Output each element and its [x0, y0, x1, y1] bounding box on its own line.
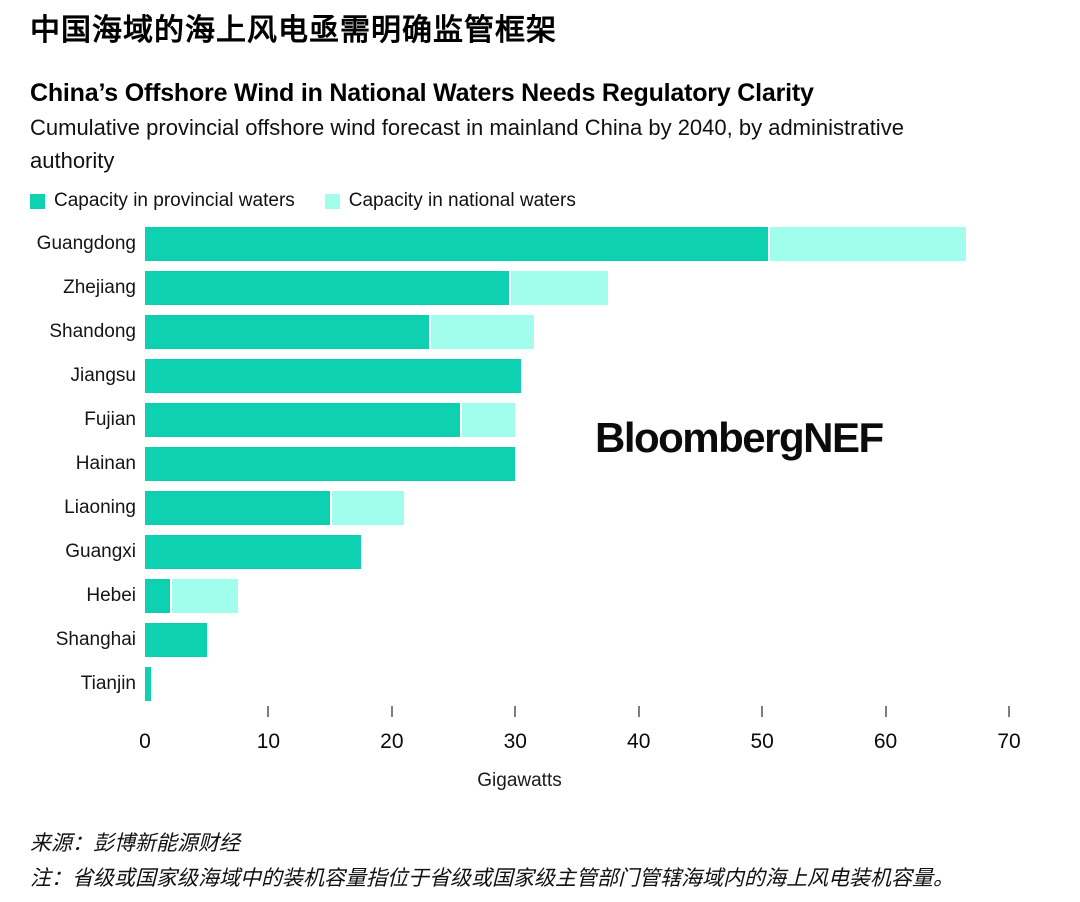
bar-segment-provincial — [145, 491, 331, 525]
bar-segment-provincial — [145, 271, 510, 305]
category-label: Jiangsu — [70, 365, 137, 386]
legend-item-national: Capacity in national waters — [324, 190, 576, 212]
bar-segment-national — [459, 403, 516, 437]
legend-swatch-national-icon — [324, 193, 340, 209]
bar-track — [145, 579, 1009, 613]
bar-row: Shandong — [30, 310, 1009, 354]
category-label: Fujian — [84, 409, 136, 430]
category-label: Shandong — [49, 321, 136, 342]
bar-segment-provincial — [145, 447, 516, 481]
bar-row: Guangxi — [30, 530, 1009, 574]
x-axis-title: Gigawatts — [477, 770, 562, 791]
bloombergnef-logo: BloombergNEF — [595, 414, 884, 461]
axis-tick-mark — [761, 706, 764, 717]
bar-segment-national — [330, 491, 405, 525]
chart-subtitle: Cumulative provincial offshore wind fore… — [30, 115, 904, 173]
bar-row: Fujian — [30, 398, 1009, 442]
bar-segment-provincial — [145, 227, 769, 261]
bar-segment-provincial — [145, 579, 170, 613]
axis-tick-mark — [884, 706, 887, 717]
x-axis: 0 10 20 30 40 50 60 70 — [139, 706, 1021, 764]
bar-chart: Guangdong Zhejiang Shandong Jiangsu Fujian Ha… — [30, 222, 1021, 792]
bar-track — [145, 403, 1009, 437]
bar-row: Shanghai — [30, 618, 1009, 662]
bar-row: Guangdong — [30, 222, 1009, 266]
bar-track — [145, 227, 1009, 261]
bar-segment-provincial — [145, 403, 460, 437]
bar-track — [145, 271, 1009, 305]
bar-segment-provincial — [145, 623, 207, 657]
category-label: Guangdong — [36, 233, 136, 254]
bar-segment-national — [428, 315, 534, 349]
axis-tick-mark — [390, 706, 393, 717]
category-label: Tianjin — [80, 673, 136, 694]
bar-segment-provincial — [145, 359, 522, 393]
category-label: Zhejiang — [63, 277, 136, 298]
bar-segment-provincial — [145, 535, 361, 569]
category-label: Shanghai — [55, 629, 136, 650]
bar-track — [145, 491, 1009, 525]
footer-notes: 来源：彭博新能源财经 注：省级或国家级海域中的装机容量指位于省级或国家级主管部门… — [30, 826, 1050, 896]
axis-tick-mark — [514, 706, 517, 717]
axis-tick-label: 70 — [997, 730, 1021, 753]
bar-track — [145, 623, 1009, 657]
bar-row: Zhejiang — [30, 266, 1009, 310]
category-label: Guangxi — [65, 541, 136, 562]
axis-tick-label: 10 — [256, 730, 281, 753]
axis-tick-mark — [637, 706, 640, 717]
axis-tick-label: 40 — [627, 730, 651, 753]
bar-row: Hebei — [30, 574, 1009, 618]
category-label: Liaoning — [64, 497, 136, 518]
axis-tick-label: 50 — [750, 730, 774, 753]
axis-tick-label: 20 — [380, 730, 404, 753]
bar-row: Jiangsu — [30, 354, 1009, 398]
axis-tick-label: 30 — [503, 730, 527, 753]
axis-tick-mark — [1008, 706, 1010, 717]
bar-segment-national — [509, 271, 608, 305]
chart-title: China’s Offshore Wind in National Waters… — [30, 79, 814, 107]
bar-track — [145, 315, 1009, 349]
bar-row: Liaoning — [30, 486, 1009, 530]
legend-label-provincial: Capacity in provincial waters — [54, 190, 295, 211]
bar-track — [145, 535, 1009, 569]
category-label: Hainan — [75, 453, 136, 474]
source-note: 来源：彭博新能源财经 — [30, 832, 240, 855]
axis-tick-mark — [267, 706, 270, 717]
definition-note: 注：省级或国家级海域中的装机容量指位于省级或国家级主管部门管辖海域内的海上风电装… — [30, 867, 954, 890]
bar-segment-provincial — [145, 667, 152, 701]
bar-segment-national — [169, 579, 238, 613]
bar-row: Hainan — [30, 442, 1009, 486]
bar-track — [145, 359, 1009, 393]
page-title-zh: 中国海域的海上风电亟需明确监管框架 — [30, 14, 557, 47]
bar-segment-national — [768, 227, 966, 261]
bar-segment-provincial — [145, 315, 429, 349]
category-label: Hebei — [86, 585, 136, 606]
legend-item-provincial: Capacity in provincial waters — [30, 190, 295, 212]
chart-rows: Guangdong Zhejiang Shandong Jiangsu Fujian Ha… — [30, 222, 1009, 706]
legend: Capacity in provincial waters Capacity i… — [30, 190, 1050, 212]
axis-tick-label: 0 — [139, 730, 151, 753]
bar-track — [145, 667, 1009, 701]
axis-tick-label: 60 — [873, 730, 898, 753]
legend-label-national: Capacity in national waters — [348, 190, 576, 211]
bar-row: Tianjin — [30, 662, 1009, 706]
legend-swatch-provincial-icon — [30, 193, 45, 209]
bar-track — [145, 447, 1009, 481]
